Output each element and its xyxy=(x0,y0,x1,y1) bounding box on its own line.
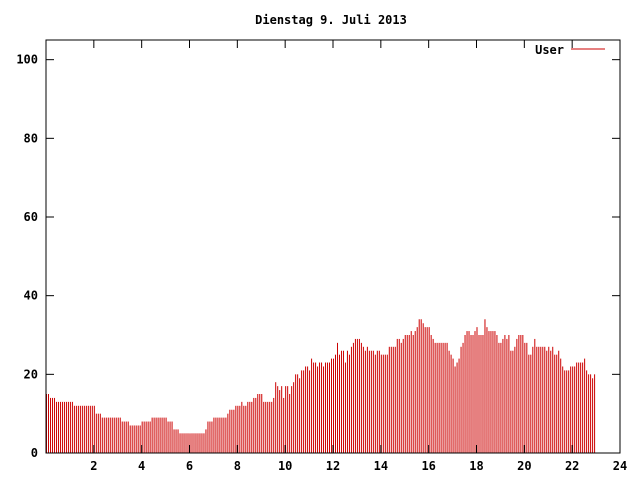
x-tick-label: 10 xyxy=(278,459,292,473)
x-tick-label: 2 xyxy=(90,459,97,473)
bar-series xyxy=(46,319,596,453)
x-tick-label: 24 xyxy=(613,459,627,473)
x-tick-label: 8 xyxy=(234,459,241,473)
legend: User xyxy=(535,43,605,57)
x-tick-label: 20 xyxy=(517,459,531,473)
y-tick-label: 40 xyxy=(24,289,38,303)
legend-label: User xyxy=(535,43,564,57)
x-axis: 2 4 6 8 10 12 14 16 18 20 22 24 xyxy=(90,40,627,473)
y-tick-label: 100 xyxy=(16,53,38,67)
y-tick-label: 20 xyxy=(24,367,38,381)
x-tick-label: 22 xyxy=(565,459,579,473)
x-tick-label: 18 xyxy=(469,459,483,473)
x-tick-label: 16 xyxy=(421,459,435,473)
y-axis: 0 20 40 60 80 100 xyxy=(16,53,620,460)
y-tick-label: 80 xyxy=(24,131,38,145)
x-tick-label: 6 xyxy=(186,459,193,473)
chart-title: Dienstag 9. Juli 2013 xyxy=(255,13,407,27)
x-tick-label: 14 xyxy=(374,459,388,473)
y-tick-label: 0 xyxy=(31,446,38,460)
x-tick-label: 12 xyxy=(326,459,340,473)
x-tick-label: 4 xyxy=(138,459,145,473)
y-tick-label: 60 xyxy=(24,210,38,224)
